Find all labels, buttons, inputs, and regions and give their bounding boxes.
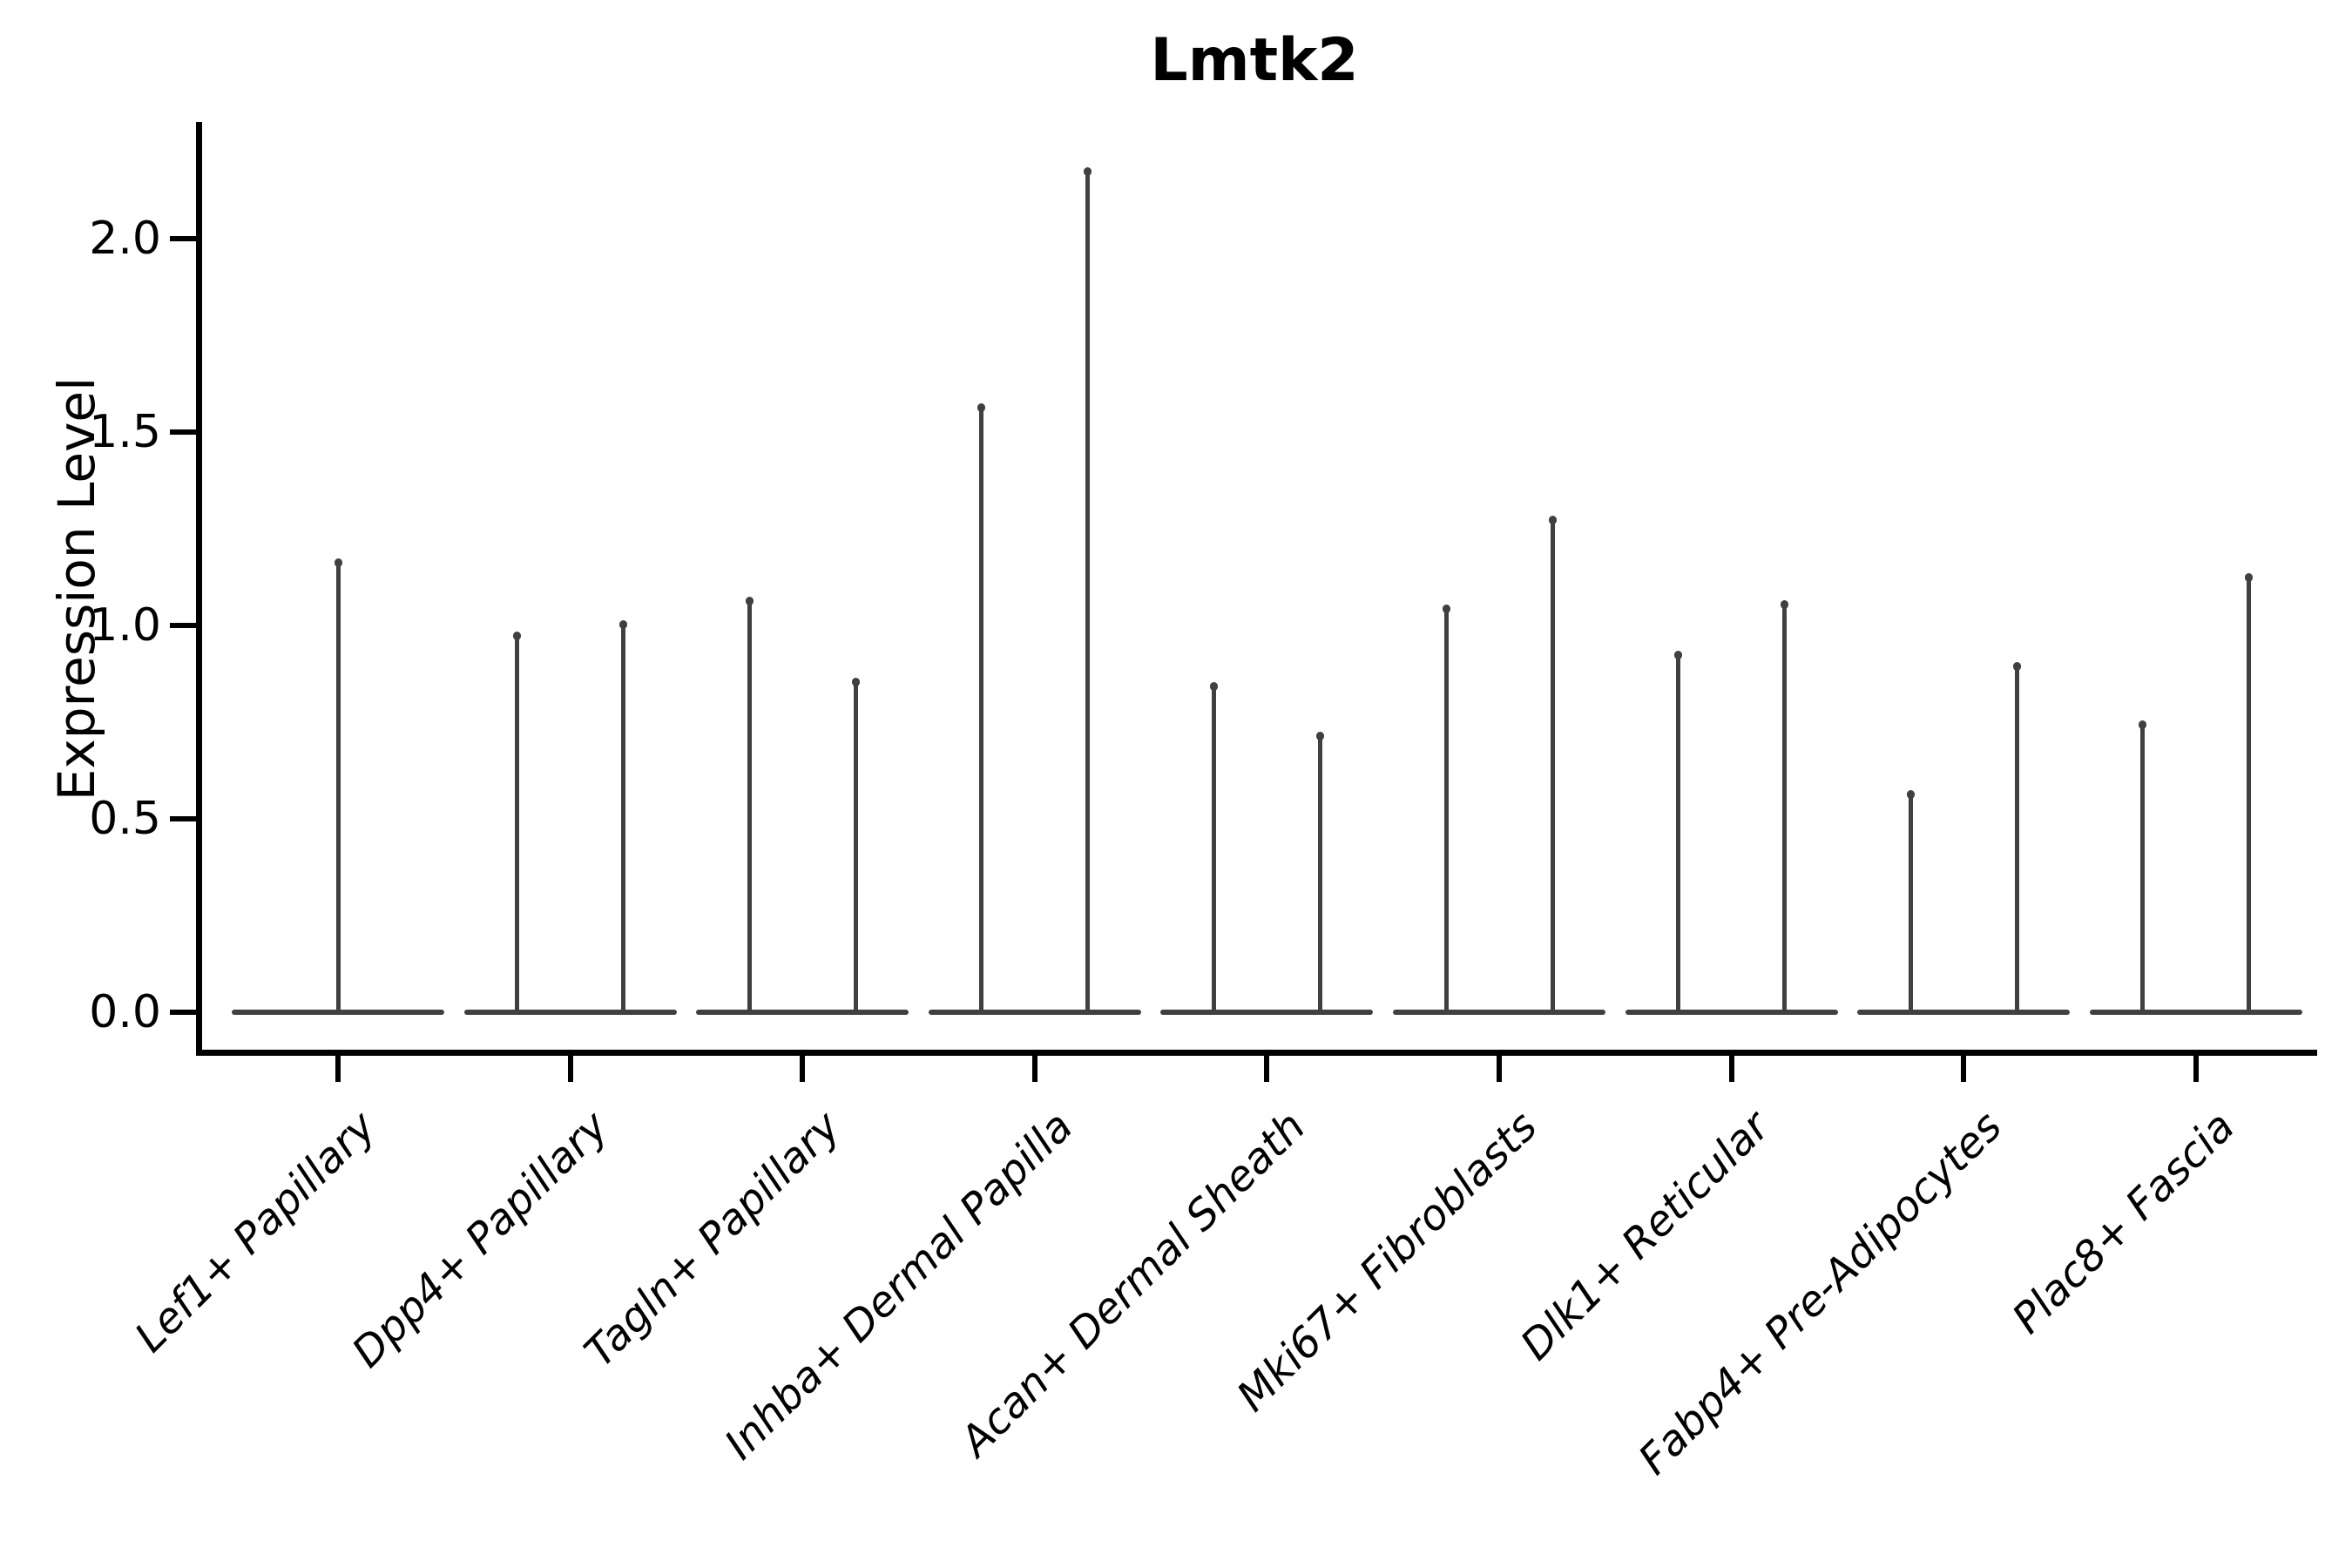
x-tick — [1728, 1056, 1734, 1082]
violin-spike — [2014, 664, 2019, 1014]
y-tick-label: 0.5 — [89, 793, 161, 845]
y-tick — [170, 236, 196, 241]
y-axis-spine — [196, 122, 202, 1056]
violin-spike-cap — [2245, 573, 2254, 583]
violin-base — [696, 1010, 909, 1015]
violin-base — [463, 1010, 677, 1015]
y-tick-label: 1.5 — [89, 406, 161, 458]
x-tick-label: Tagln+ Papillary — [575, 1102, 850, 1377]
violin-spike-cap — [977, 402, 986, 412]
violin-base — [1625, 1010, 1838, 1015]
violin-spike — [853, 679, 858, 1014]
y-tick-label: 1.0 — [89, 599, 161, 652]
violin-spike — [1317, 733, 1322, 1014]
violin-spike — [1211, 683, 1216, 1014]
violin-spike-cap — [619, 619, 628, 629]
violin-spike — [621, 621, 626, 1014]
x-tick-label: Dpp4+ Papillary — [342, 1102, 618, 1377]
x-tick — [567, 1056, 573, 1082]
x-tick — [1497, 1056, 1502, 1082]
x-tick — [800, 1056, 806, 1082]
violin-spike — [1550, 517, 1555, 1014]
violin-spike — [1443, 605, 1449, 1014]
violin-base — [1160, 1010, 1374, 1015]
violin-spike-cap — [1548, 515, 1557, 524]
violin-spike-cap — [1442, 604, 1450, 613]
violin-spike — [1908, 791, 1913, 1014]
x-tick — [1031, 1056, 1037, 1082]
y-tick — [170, 816, 196, 821]
x-tick — [2193, 1056, 2199, 1082]
violin-base — [1393, 1010, 1605, 1015]
chart-title: Lmtk2 — [1150, 26, 1359, 95]
violin-spike-cap — [851, 678, 860, 687]
x-axis-spine — [196, 1050, 2317, 1056]
violin-spike — [335, 559, 341, 1014]
violin-spike — [515, 632, 520, 1014]
x-tick — [335, 1056, 341, 1082]
violin-spike-cap — [745, 596, 754, 605]
violin-spike — [747, 598, 752, 1014]
violin-spike — [2247, 575, 2252, 1014]
y-tick — [170, 623, 196, 628]
violin-spike-cap — [1209, 681, 1218, 691]
violin-spike-cap — [1084, 167, 1092, 177]
x-tick-label: Dlk1+ Reticular — [1511, 1102, 1780, 1370]
violin-spike-cap — [2012, 662, 2021, 672]
x-tick-label: Plac8+ Fascia — [2002, 1102, 2244, 1343]
violin-spike-cap — [513, 631, 522, 640]
x-tick-label: Lef1+ Papillary — [125, 1102, 386, 1362]
violin-spike-cap — [334, 558, 342, 567]
violin-base — [2089, 1010, 2302, 1015]
violin-spike-cap — [2139, 720, 2147, 729]
y-tick-label: 0.0 — [89, 986, 161, 1038]
violin-spike — [1085, 169, 1091, 1014]
violin-spike — [1782, 602, 1788, 1014]
x-tick — [1264, 1056, 1270, 1082]
violin-base — [928, 1010, 1141, 1015]
violin-spike — [979, 404, 984, 1014]
violin-spike — [1676, 652, 1681, 1014]
violin-base — [1857, 1010, 2071, 1015]
x-tick — [1961, 1056, 1967, 1082]
y-tick — [170, 1010, 196, 1015]
violin-spike — [2140, 722, 2146, 1014]
violin-spike-cap — [1906, 789, 1915, 799]
violin-spike-cap — [1315, 732, 1324, 741]
violin-spike-cap — [1674, 651, 1683, 660]
violin-spike-cap — [1781, 600, 1789, 610]
y-tick — [170, 429, 196, 435]
y-tick-label: 2.0 — [89, 213, 161, 265]
